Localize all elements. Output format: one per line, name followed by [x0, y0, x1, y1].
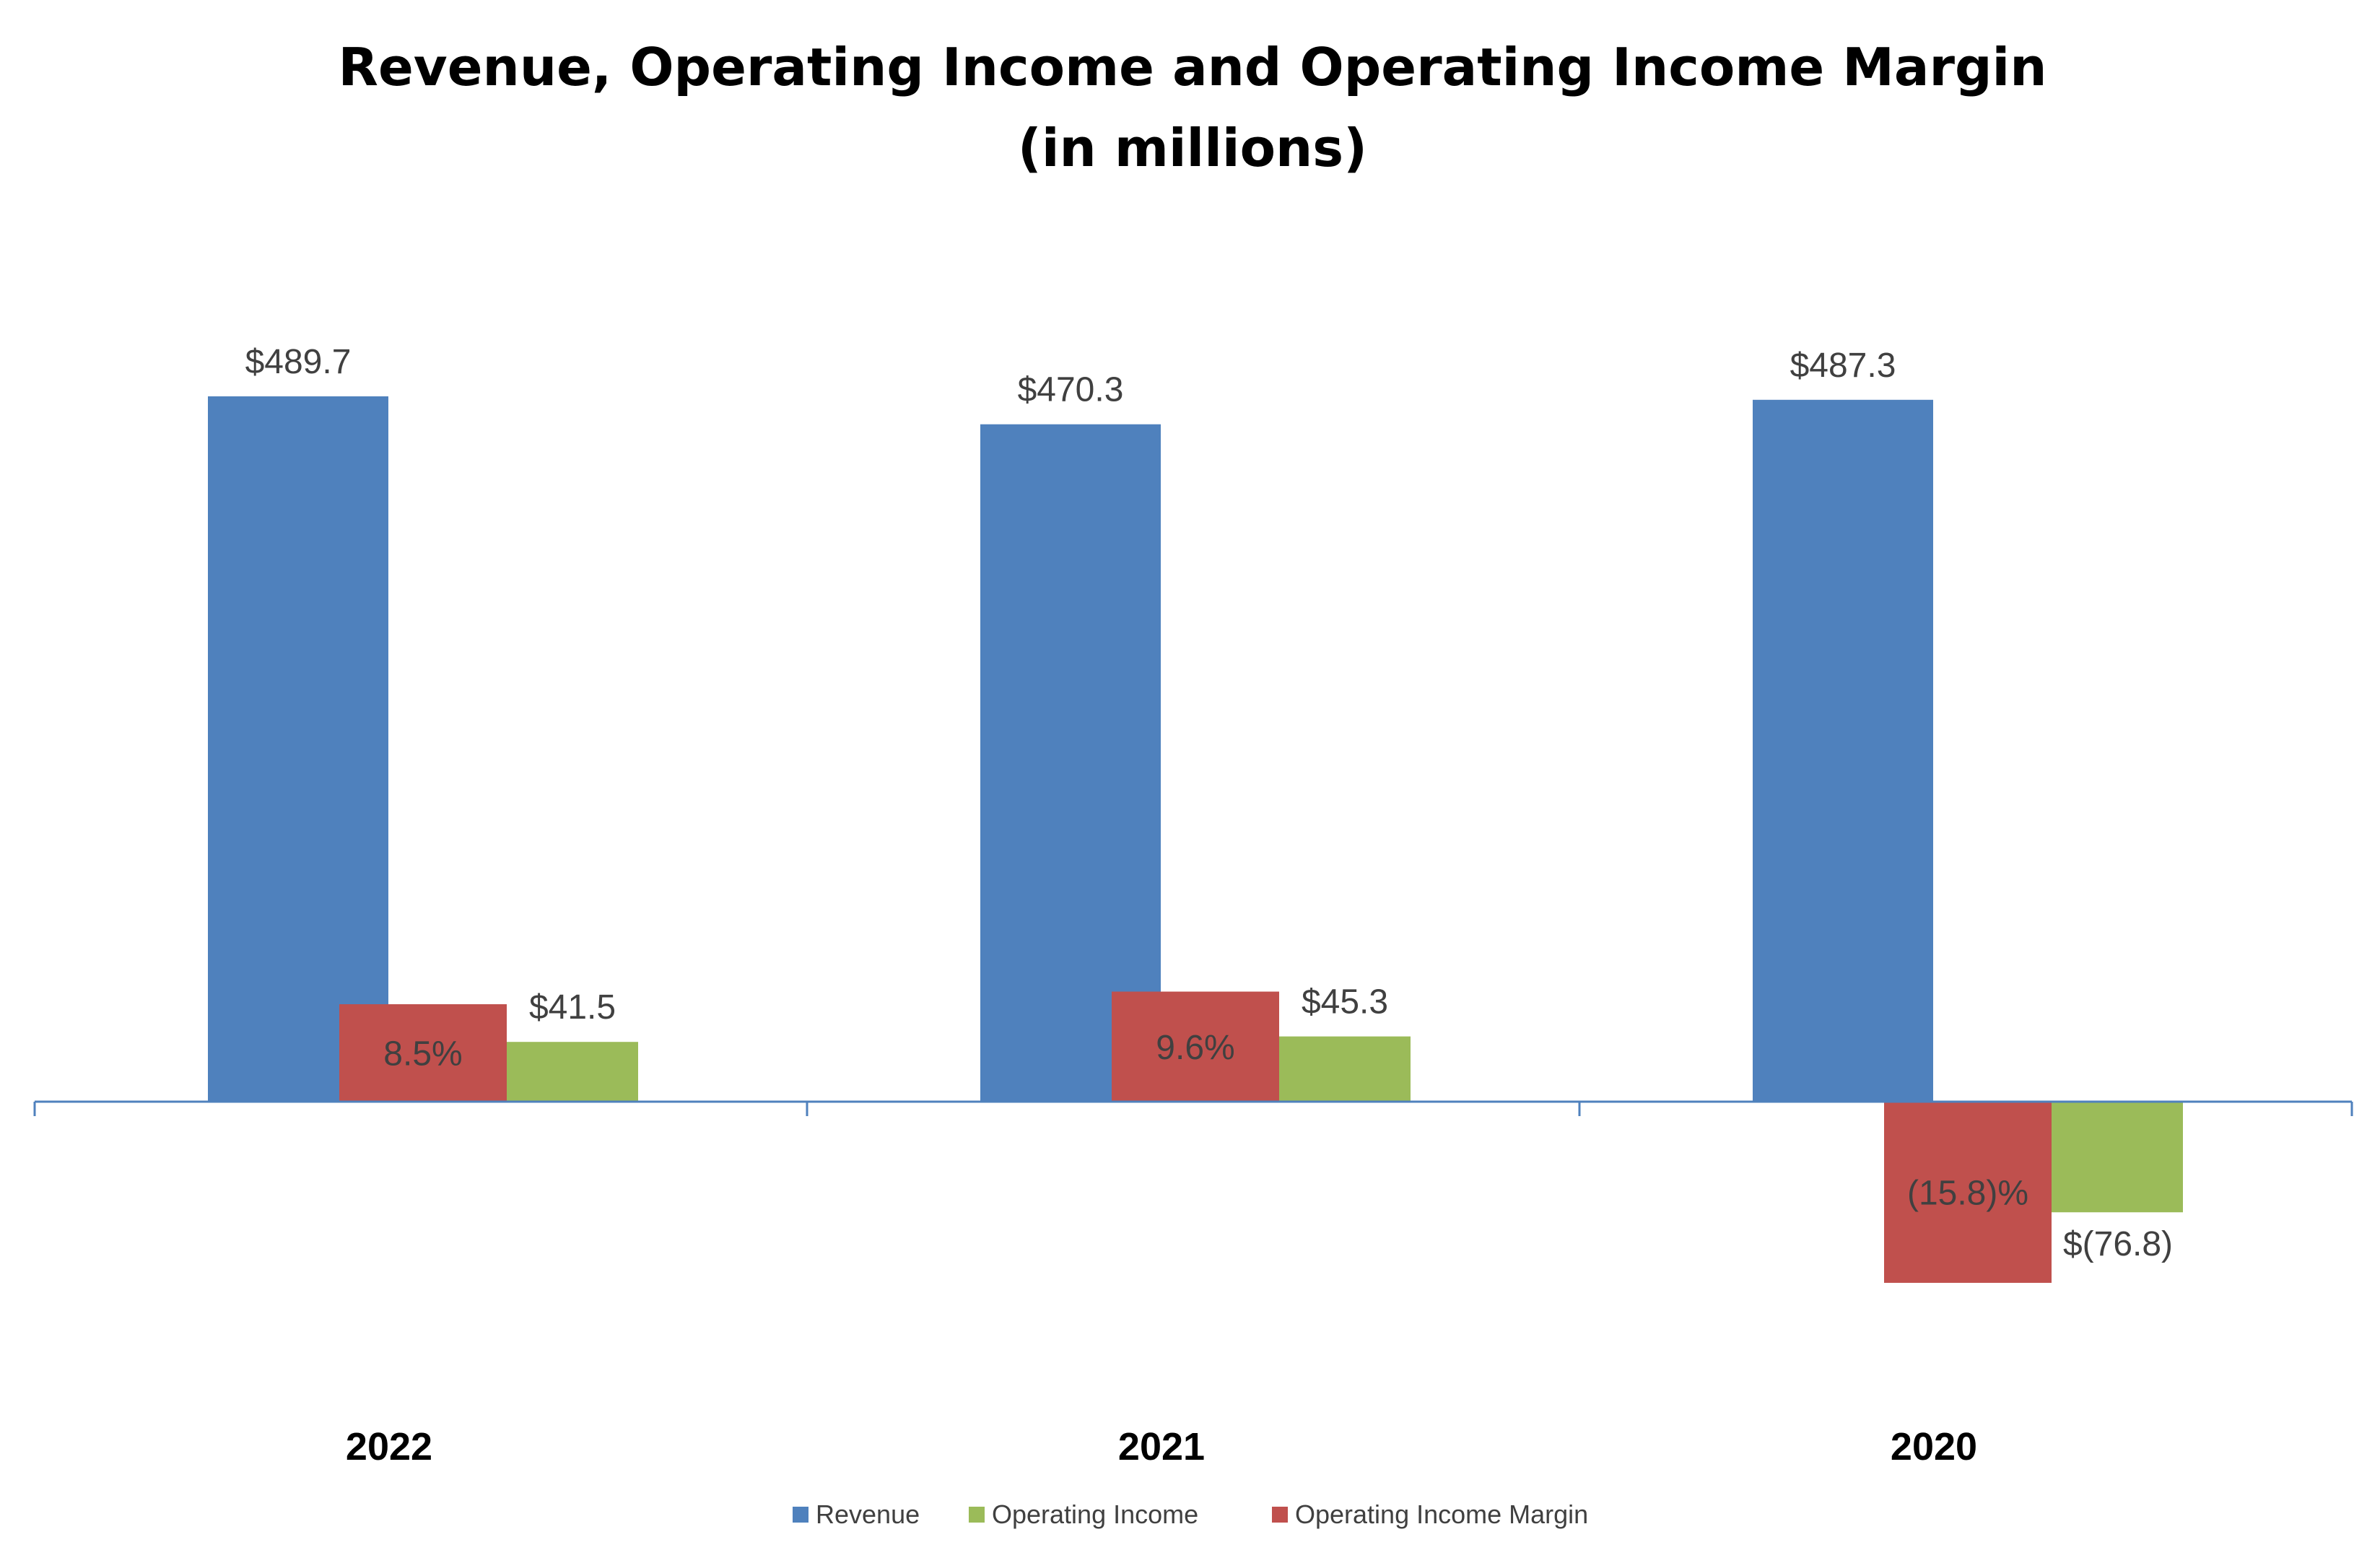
- legend-label-operating-income-margin: Operating Income Margin: [1295, 1499, 1588, 1529]
- x-axis: [33, 1100, 2353, 1116]
- data-label-revenue-2021: $470.3: [1018, 371, 1124, 409]
- data-label-operating-income-2020: $(76.8): [2063, 1225, 2173, 1263]
- data-label-operating-income-2022: $41.5: [529, 988, 616, 1027]
- legend-label-operating-income: Operating Income: [992, 1499, 1198, 1529]
- bar-operating-income-2022: [507, 1042, 638, 1102]
- legend-label-revenue: Revenue: [816, 1499, 920, 1529]
- x-tick-label-2020: 2020: [1891, 1425, 1977, 1468]
- bar-revenue-2020: [1753, 399, 1933, 1102]
- legend: Revenue Operating Income Operating Income …: [793, 1499, 1588, 1529]
- bar-revenue-2022: [208, 396, 388, 1102]
- chart-title: Revenue, Operating Income and Operating …: [339, 37, 2047, 97]
- x-tick-label-2021: 2021: [1118, 1425, 1205, 1468]
- legend-swatch-operating-income-margin: [1272, 1507, 1288, 1523]
- data-label-operating-income-margin-2021: 9.6%: [1156, 1029, 1234, 1067]
- bar-operating-income-margin-2022: [339, 1004, 507, 1102]
- bars-layer: [208, 396, 2183, 1283]
- legend-swatch-operating-income: [969, 1507, 985, 1523]
- bar-operating-income-2020: [2052, 1102, 2183, 1213]
- data-label-revenue-2022: $489.7: [245, 343, 352, 381]
- data-label-operating-income-margin-2020: (15.8)%: [1907, 1174, 2028, 1212]
- bar-operating-income-margin-2020: [1884, 1102, 2052, 1283]
- labels-layer: $489.7 8.5% $41.5 2022 $470.3 9.6% $45.3 2021 $4…: [245, 343, 2173, 1468]
- data-label-operating-income-margin-2022: 8.5%: [383, 1035, 462, 1074]
- legend-swatch-revenue: [793, 1507, 808, 1523]
- chart-subtitle: (in millions): [1018, 118, 1367, 178]
- data-label-operating-income-2021: $45.3: [1302, 983, 1388, 1022]
- bar-revenue-2021: [980, 424, 1161, 1102]
- data-label-revenue-2020: $487.3: [1790, 347, 1896, 385]
- x-tick-label-2022: 2022: [346, 1425, 432, 1468]
- bar-operating-income-margin-2021: [1112, 991, 1279, 1102]
- bar-operating-income-2021: [1279, 1036, 1411, 1102]
